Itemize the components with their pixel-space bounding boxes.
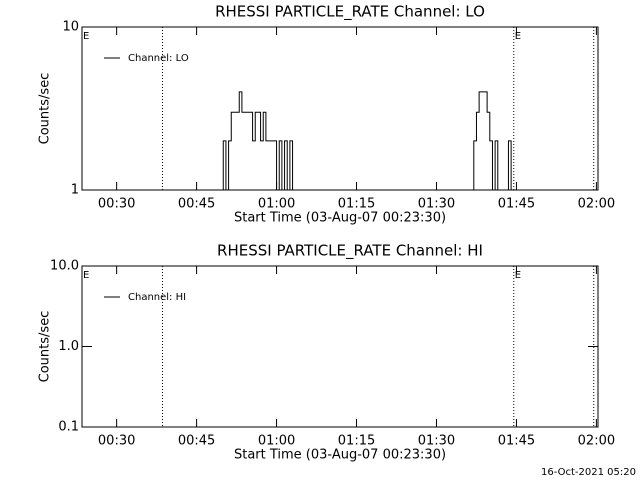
annotation: E (515, 270, 521, 281)
x-tick-label: 00:45 (178, 197, 215, 212)
x-tick-label: 01:15 (338, 197, 375, 212)
x-tick-label: 01:15 (338, 434, 375, 449)
footer: 16-Oct-2021 05:20 (541, 467, 636, 478)
x-tick-label: 01:45 (498, 197, 535, 212)
y-tick-label: 1 (71, 183, 79, 198)
x-tick-label: 01:00 (258, 434, 295, 449)
y-tick-label: 10 (62, 20, 79, 35)
x-axis-label: Start Time (03-Aug-07 00:23:30) (234, 211, 446, 226)
y-axis-label: Counts/sec (38, 311, 53, 383)
annotation: E (83, 31, 89, 42)
x-tick-label: 02:00 (578, 434, 615, 449)
x-tick-label: 02:00 (578, 197, 615, 212)
x-tick-label: 01:00 (258, 197, 295, 212)
x-axis-label: Start Time (03-Aug-07 00:23:30) (234, 448, 446, 463)
x-tick-label: 00:45 (178, 434, 215, 449)
legend-label: Channel: HI (128, 292, 186, 303)
chart-title: RHESSI PARTICLE_RATE Channel: HI (217, 242, 483, 261)
x-tick-label: 00:30 (98, 197, 135, 212)
chart-title: RHESSI PARTICLE_RATE Channel: LO (215, 3, 485, 22)
x-tick-label: 00:30 (98, 434, 135, 449)
x-tick-label: 01:30 (418, 434, 455, 449)
x-tick-label: 01:30 (418, 197, 455, 212)
y-tick-label: 10.0 (50, 259, 79, 274)
y-tick-label: 1.0 (58, 339, 79, 354)
y-tick-label: 0.1 (58, 420, 79, 435)
data-line (220, 91, 512, 190)
annotation: E (83, 270, 89, 281)
legend-label: Channel: LO (128, 53, 189, 64)
y-axis-label: Counts/sec (38, 73, 53, 145)
annotation: E (515, 31, 521, 42)
x-tick-label: 01:45 (498, 434, 535, 449)
